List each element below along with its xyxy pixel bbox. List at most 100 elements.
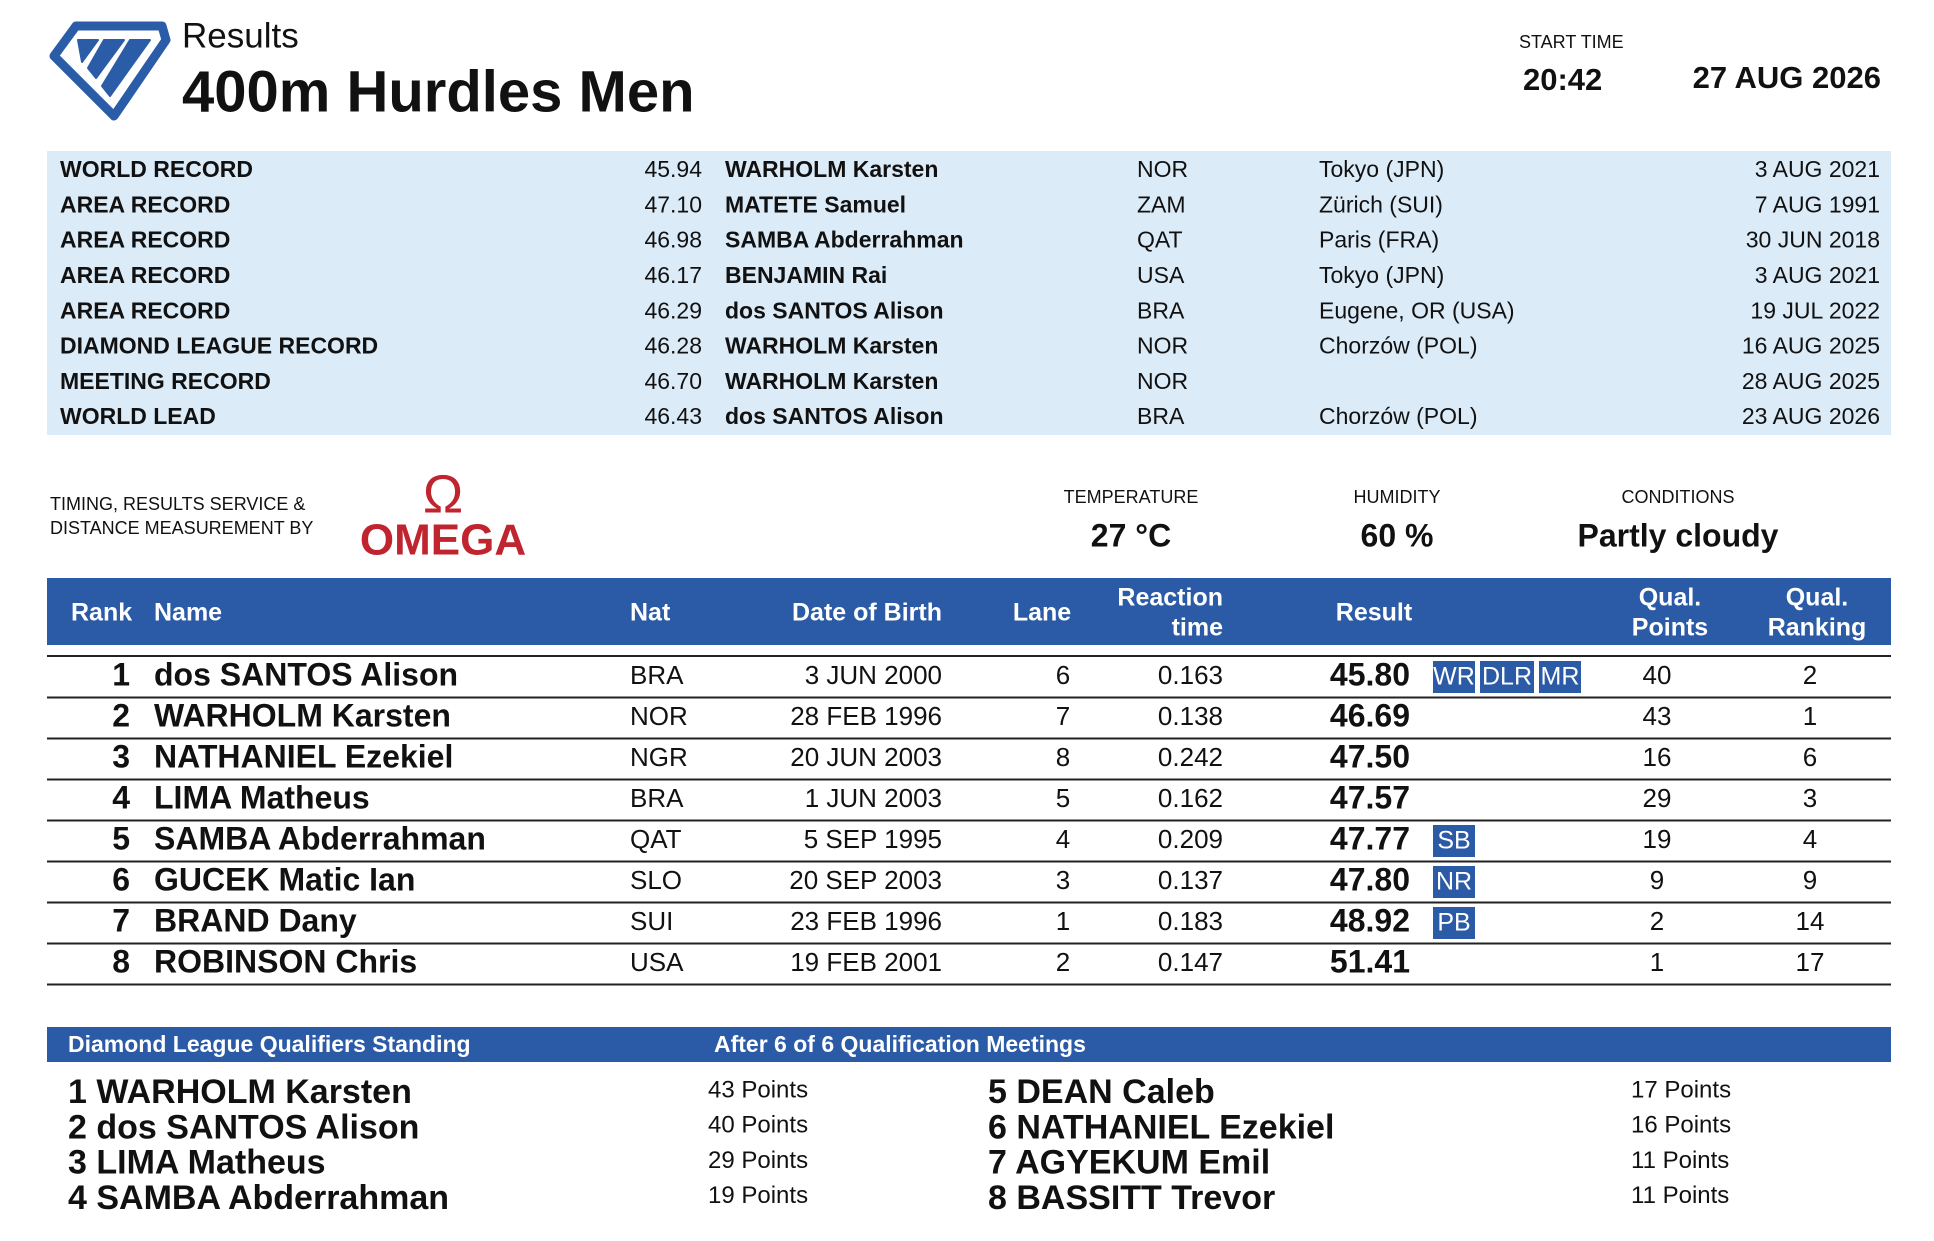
standing-rank: 8 xyxy=(988,1179,1007,1217)
athlete-name: dos SANTOS Alison xyxy=(154,656,458,692)
record-badge-label: DLR xyxy=(1482,663,1532,691)
records-box xyxy=(47,151,1891,435)
record-badge xyxy=(1433,907,1475,939)
record-label: WORLD RECORD xyxy=(60,156,253,182)
rank: 8 xyxy=(112,943,130,979)
record-holder: dos SANTOS Alison xyxy=(725,297,944,323)
record-nat: USA xyxy=(1137,262,1185,288)
record-venue: Tokyo (JPN) xyxy=(1319,262,1444,288)
record-date: 23 AUG 2026 xyxy=(1742,403,1880,429)
nat: BRA xyxy=(630,660,684,690)
standing-name: LIMA Matheus xyxy=(96,1144,325,1182)
record-nat: QAT xyxy=(1137,227,1183,253)
result: 47.77 xyxy=(1330,820,1410,856)
reaction-time: 0.162 xyxy=(1158,783,1223,813)
lane: 1 xyxy=(1056,906,1070,936)
header-name: Name xyxy=(154,599,222,627)
record-holder: MATETE Samuel xyxy=(725,191,906,217)
lane: 6 xyxy=(1056,660,1070,690)
results-header-bar xyxy=(47,578,1891,645)
record-mark: 46.43 xyxy=(644,403,702,429)
nat: QAT xyxy=(630,824,682,854)
lane: 2 xyxy=(1056,947,1070,977)
reaction-time: 0.137 xyxy=(1158,865,1223,895)
standing-points: 17 Points xyxy=(1631,1076,1731,1103)
qual-ranking: 14 xyxy=(1796,906,1825,936)
record-holder: WARHOLM Karsten xyxy=(725,368,938,394)
rank: 4 xyxy=(112,779,130,815)
standing-title: Diamond League Qualifiers Standing xyxy=(68,1031,471,1057)
record-label: AREA RECORD xyxy=(60,262,230,288)
standing-rank: 3 xyxy=(68,1144,87,1182)
header-reaction: Reaction xyxy=(1117,584,1223,612)
lane: 4 xyxy=(1056,824,1070,854)
qual-points: 29 xyxy=(1643,783,1672,813)
header-qual-ranking: Qual. xyxy=(1786,584,1849,612)
athlete-name: GUCEK Matic Ian xyxy=(154,861,415,897)
result: 45.80 xyxy=(1330,656,1410,692)
record-holder: WARHOLM Karsten xyxy=(725,156,938,182)
record-mark: 46.28 xyxy=(644,333,702,359)
record-label: AREA RECORD xyxy=(60,297,230,323)
lane: 5 xyxy=(1056,783,1070,813)
record-mark: 47.10 xyxy=(644,191,702,217)
standing-points: 43 Points xyxy=(708,1076,808,1103)
record-mark: 46.29 xyxy=(644,297,702,323)
standing-name: AGYEKUM Emil xyxy=(1015,1144,1270,1182)
qual-points: 2 xyxy=(1650,906,1664,936)
date-of-birth: 23 FEB 1996 xyxy=(790,906,942,936)
omega-logo: OMEGA xyxy=(360,516,526,565)
record-label: DIAMOND LEAGUE RECORD xyxy=(60,333,378,359)
omega-symbol: Ω xyxy=(423,464,463,524)
weather-label: CONDITIONS xyxy=(1621,487,1734,507)
record-label: AREA RECORD xyxy=(60,191,230,217)
date-of-birth: 1 JUN 2003 xyxy=(805,783,942,813)
header-qual-points: Points xyxy=(1632,614,1708,642)
result: 47.50 xyxy=(1330,738,1410,774)
header-reaction: time xyxy=(1172,614,1224,642)
record-nat: NOR xyxy=(1137,156,1188,182)
athlete-name: BRAND Dany xyxy=(154,902,357,938)
record-badge-label: MR xyxy=(1541,663,1580,691)
record-mark: 46.70 xyxy=(644,368,702,394)
standing-name: NATHANIEL Ezekiel xyxy=(1016,1108,1334,1146)
record-badge-label: WR xyxy=(1433,663,1475,691)
standing-header-bar xyxy=(47,1027,1891,1062)
standing-rank: 1 xyxy=(68,1073,87,1111)
reaction-time: 0.138 xyxy=(1158,701,1223,731)
qual-points: 19 xyxy=(1643,824,1672,854)
reaction-time: 0.209 xyxy=(1158,824,1223,854)
record-venue: Chorzów (POL) xyxy=(1319,403,1477,429)
result: 47.57 xyxy=(1330,779,1410,815)
record-holder: BENJAMIN Rai xyxy=(725,262,887,288)
standing-points: 19 Points xyxy=(708,1182,808,1209)
standing-name: BASSITT Trevor xyxy=(1016,1179,1275,1217)
record-nat: NOR xyxy=(1137,368,1188,394)
reaction-time: 0.242 xyxy=(1158,742,1223,772)
header-qual-ranking: Ranking xyxy=(1768,614,1867,642)
athlete-name: NATHANIEL Ezekiel xyxy=(154,738,453,774)
record-holder: SAMBA Abderrahman xyxy=(725,227,964,253)
lane: 7 xyxy=(1056,701,1070,731)
date-of-birth: 20 JUN 2003 xyxy=(790,742,942,772)
start-time-label: START TIME xyxy=(1519,32,1624,52)
lane: 8 xyxy=(1056,742,1070,772)
standing-entry: 7 AGYEKUM Emil xyxy=(988,1144,1270,1182)
header-result: Result xyxy=(1336,599,1413,627)
logo-outline xyxy=(49,21,171,121)
reaction-time: 0.163 xyxy=(1158,660,1223,690)
result: 51.41 xyxy=(1330,943,1410,979)
record-date: 19 JUL 2022 xyxy=(1750,297,1880,323)
standing-name: SAMBA Abderrahman xyxy=(96,1179,449,1217)
standing-rank: 6 xyxy=(988,1108,1007,1146)
start-time: 20:42 xyxy=(1523,62,1602,97)
standing-rank: 2 xyxy=(68,1108,87,1146)
record-label: AREA RECORD xyxy=(60,227,230,253)
timing-label: DISTANCE MEASUREMENT BY xyxy=(50,518,313,538)
header-lane: Lane xyxy=(1013,599,1071,627)
nat: NOR xyxy=(630,701,688,731)
standing-entry: 3 LIMA Matheus xyxy=(68,1144,326,1182)
record-venue: Eugene, OR (USA) xyxy=(1319,297,1515,323)
record-label: MEETING RECORD xyxy=(60,368,271,394)
nat: USA xyxy=(630,947,684,977)
